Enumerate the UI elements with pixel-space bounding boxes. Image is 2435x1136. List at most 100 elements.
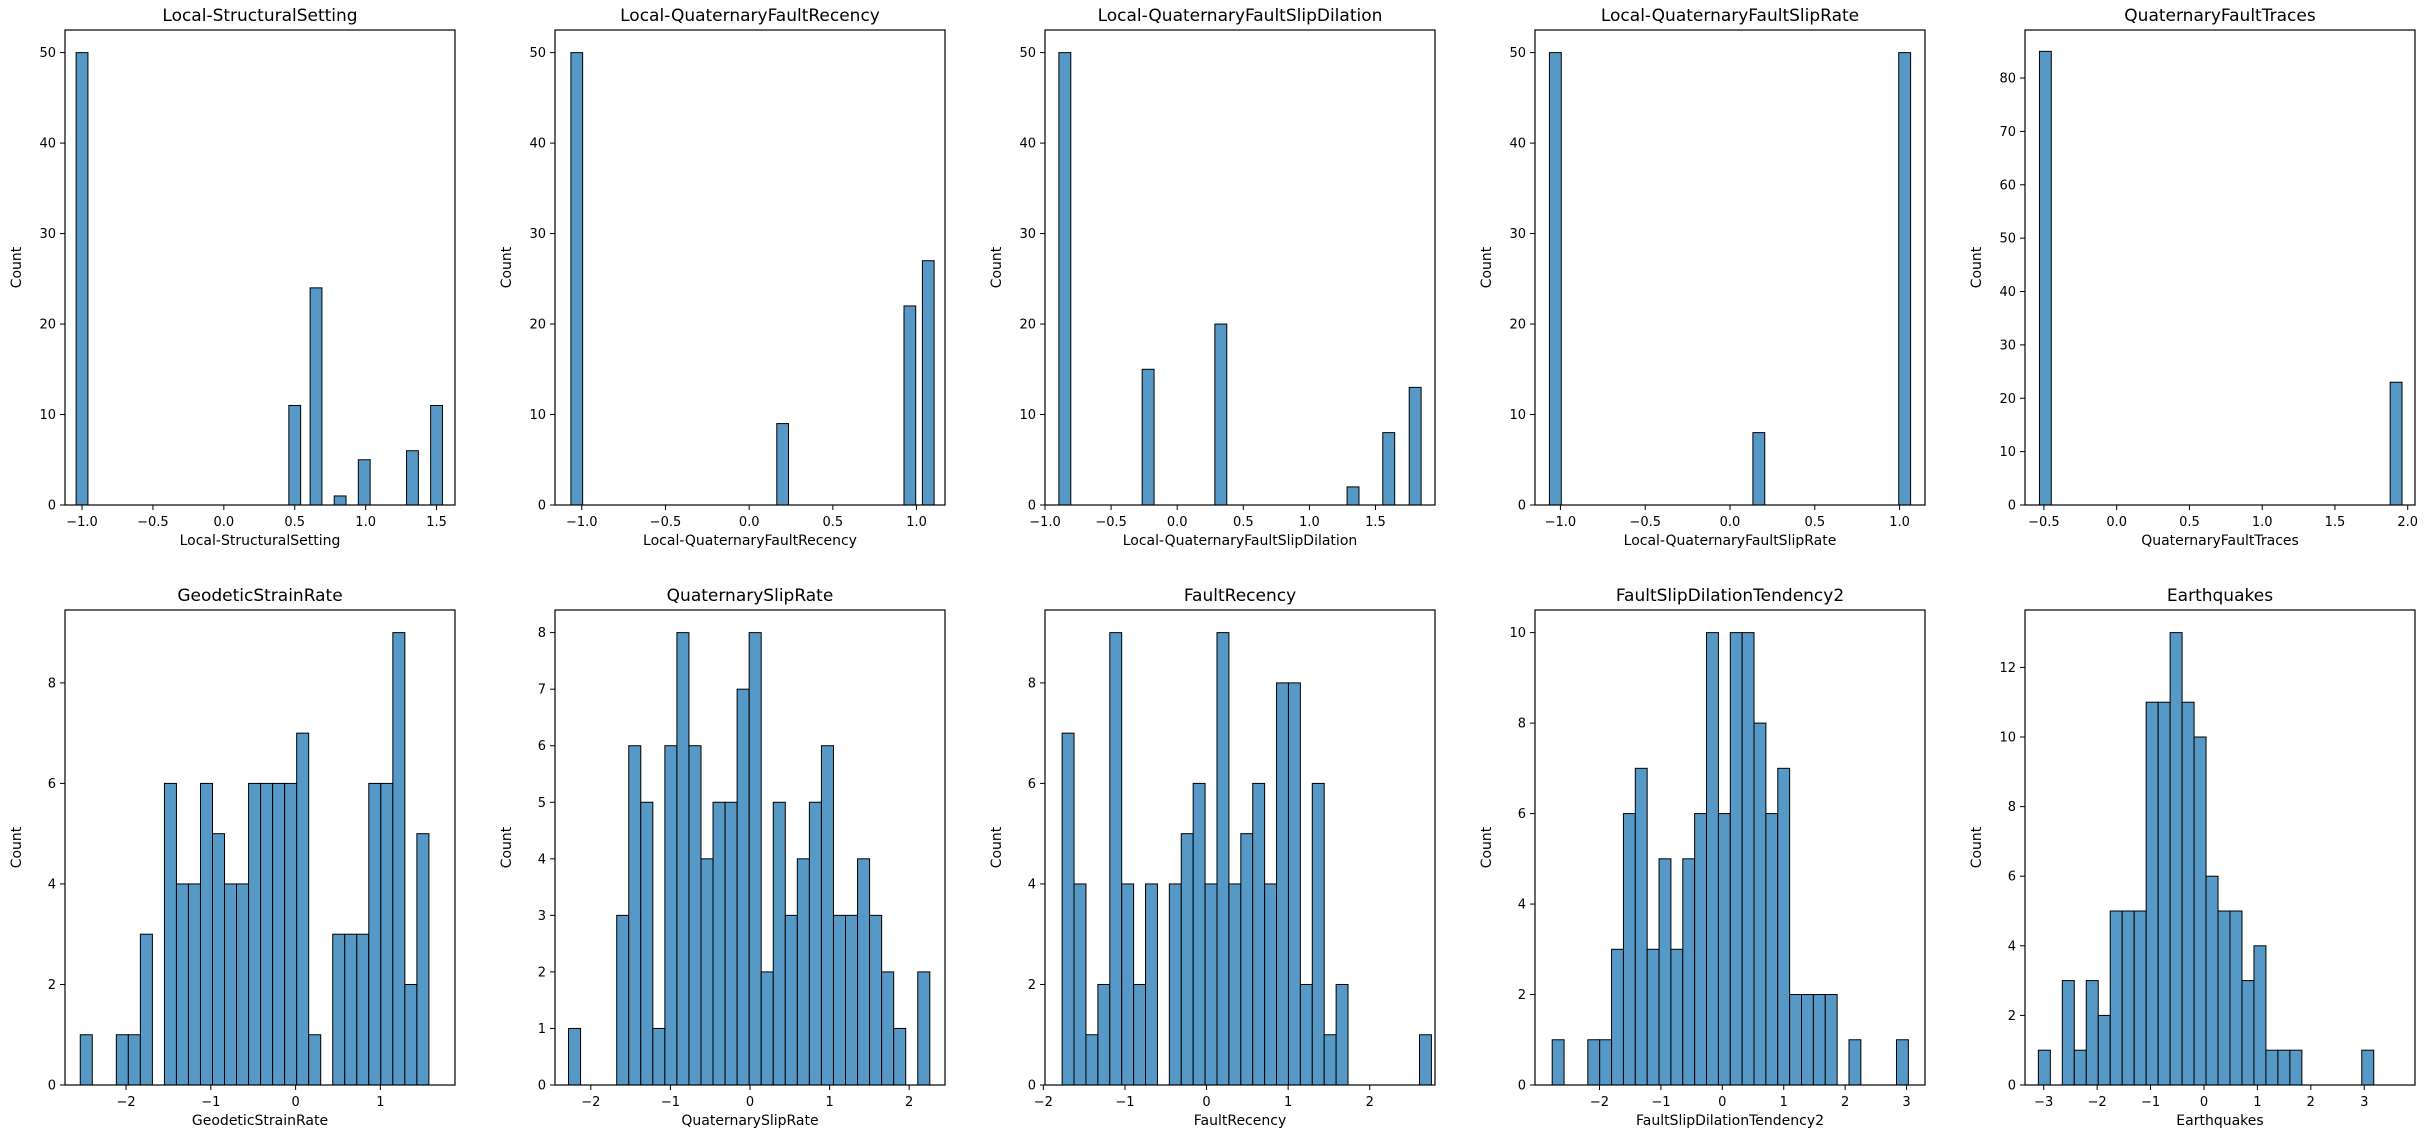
y-axis-label: Count xyxy=(499,246,515,288)
histogram-bar xyxy=(1264,883,1278,1086)
histogram-bar xyxy=(1058,52,1072,506)
histogram-bar xyxy=(1214,323,1228,506)
x-tick-label: 3 xyxy=(2360,1095,2368,1110)
histogram-bar xyxy=(1658,858,1672,1086)
histogram-bar xyxy=(1180,833,1194,1086)
x-axis-label: Earthquakes xyxy=(2176,1113,2263,1129)
histogram-bar xyxy=(1551,1039,1565,1086)
y-tick-label: 4 xyxy=(48,877,56,892)
y-tick-label: 4 xyxy=(538,852,546,867)
histogram-bar xyxy=(1061,732,1075,1086)
histogram-bar xyxy=(308,1034,322,1086)
histogram-bar xyxy=(845,914,859,1086)
histogram-bar xyxy=(1335,983,1349,1086)
x-tick-label: 2 xyxy=(2307,1095,2315,1110)
histogram-bar xyxy=(1299,983,1313,1086)
y-tick-label: 5 xyxy=(538,796,546,811)
y-tick-label: 10 xyxy=(39,408,56,423)
x-tick-label: 1.0 xyxy=(355,515,376,530)
histogram-bar xyxy=(406,450,419,506)
axes-frame xyxy=(1534,29,1926,506)
y-tick-label: 7 xyxy=(538,683,546,698)
histogram-bar xyxy=(357,459,371,506)
y-axis-label: Count xyxy=(1969,826,1985,868)
y-tick-label: 0 xyxy=(2008,1079,2016,1094)
histogram-bar xyxy=(1073,883,1087,1086)
y-tick-label: 0 xyxy=(538,1079,546,1094)
x-tick-label: 0.0 xyxy=(213,515,234,530)
histogram-bar xyxy=(430,404,443,506)
y-tick-label: 40 xyxy=(1999,285,2016,300)
histogram-bar xyxy=(2229,910,2243,1086)
histogram-bar xyxy=(772,801,786,1086)
chart-title: Local-QuaternaryFaultSlipDilation xyxy=(1098,6,1383,26)
histogram-bar xyxy=(1204,883,1218,1086)
x-tick-label: −0.5 xyxy=(650,515,682,530)
x-axis-label: Local-StructuralSetting xyxy=(180,533,341,549)
x-tick-label: −1 xyxy=(1651,1095,1670,1110)
chart-title: Local-QuaternaryFaultRecency xyxy=(620,6,880,26)
x-tick-label: 2 xyxy=(905,1095,913,1110)
histogram-bar xyxy=(2121,910,2135,1086)
histogram-bar xyxy=(917,971,931,1086)
histogram-bar xyxy=(1311,782,1325,1086)
y-tick-label: 8 xyxy=(538,626,546,641)
y-tick-label: 8 xyxy=(1028,676,1036,691)
histogram-bar xyxy=(820,745,834,1086)
y-tick-label: 8 xyxy=(2008,800,2016,815)
histogram-bar xyxy=(163,782,177,1086)
x-axis-label: QuaternarySlipRate xyxy=(681,1113,818,1129)
histogram-bar xyxy=(212,833,226,1086)
x-tick-label: −1 xyxy=(1115,1095,1134,1110)
y-tick-label: 60 xyxy=(1999,178,2016,193)
x-tick-label: 0.5 xyxy=(2179,515,2200,530)
histogram-bar xyxy=(676,632,690,1086)
x-axis-label: FaultRecency xyxy=(1194,1113,1286,1129)
histogram-bar xyxy=(1240,833,1254,1086)
x-tick-label: 0.0 xyxy=(1167,515,1188,530)
histogram-bar xyxy=(2109,910,2123,1086)
y-tick-label: 10 xyxy=(1509,408,1526,423)
x-axis-label: QuaternaryFaultTraces xyxy=(2141,533,2299,549)
x-axis-label: FaultSlipDilationTendency2 xyxy=(1636,1113,1824,1129)
histogram-bar xyxy=(869,914,883,1086)
histogram-bar xyxy=(332,933,346,1086)
x-tick-label: −2 xyxy=(581,1095,600,1110)
histogram-bar xyxy=(248,782,262,1086)
x-tick-label: 0 xyxy=(1202,1095,1210,1110)
histogram-bar xyxy=(1789,994,1803,1086)
x-tick-label: −0.5 xyxy=(137,515,169,530)
histogram-bar xyxy=(288,404,302,506)
histogram-bar xyxy=(2389,381,2403,506)
x-tick-label: 0 xyxy=(1718,1095,1726,1110)
histogram-bar xyxy=(640,801,654,1086)
histogram-bar xyxy=(127,1034,141,1086)
histogram-bar xyxy=(1729,632,1743,1086)
histogram-bar xyxy=(2073,1049,2087,1086)
histogram-bar xyxy=(903,305,917,506)
histogram-panel-7: −2 −1 0 1 2 0 1 2 3 4 5 6 7 8 QuaternarySlipRate Quater… xyxy=(499,586,946,1129)
histogram-bar xyxy=(404,983,418,1086)
histogram-bar xyxy=(616,914,630,1086)
histogram-bar xyxy=(688,745,702,1086)
histogram-bar xyxy=(2085,980,2099,1086)
y-tick-label: 50 xyxy=(1999,232,2016,247)
x-tick-label: 0.0 xyxy=(739,515,760,530)
x-tick-label: 1 xyxy=(1284,1095,1292,1110)
histogram-bar xyxy=(1121,883,1135,1086)
histogram-bar xyxy=(1670,948,1684,1086)
histogram-bar xyxy=(296,732,310,1086)
histogram-bar xyxy=(1418,1034,1432,1086)
histogram-bar xyxy=(1895,1039,1909,1086)
histogram-bar xyxy=(1548,52,1562,506)
y-tick-label: 4 xyxy=(1028,877,1036,892)
x-axis-label: Local-QuaternaryFaultSlipRate xyxy=(1624,533,1837,549)
histogram-bar xyxy=(1824,994,1838,1086)
histogram-bar xyxy=(199,782,214,1086)
histogram-bar xyxy=(2145,701,2159,1086)
y-tick-label: 0 xyxy=(1028,499,1036,514)
x-tick-label: 1 xyxy=(2253,1095,2261,1110)
histogram-bar xyxy=(2157,701,2171,1086)
x-tick-label: 1.0 xyxy=(1889,515,1910,530)
histogram-bar xyxy=(2361,1049,2375,1086)
